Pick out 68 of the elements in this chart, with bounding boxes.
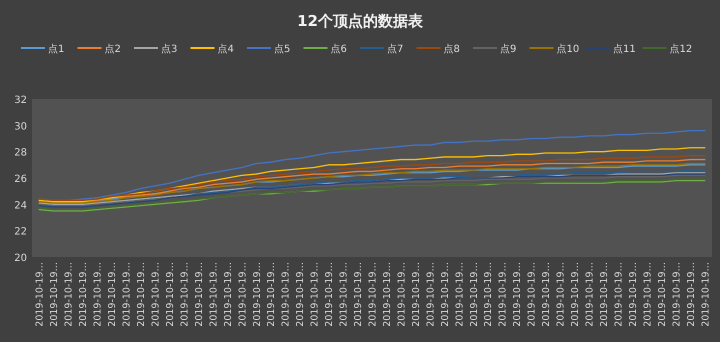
legend-label: 点9	[500, 43, 516, 55]
x-tick-label: 2019-10-19…	[280, 262, 292, 327]
x-tick-label: 2019-10-19…	[425, 262, 436, 327]
x-tick-label: 2019-10-19…	[526, 262, 538, 327]
y-tick-label: 24	[14, 200, 27, 212]
x-tick-label: 2019-10-19…	[295, 262, 306, 327]
x-tick-label: 2019-10-19…	[498, 262, 509, 327]
x-tick-label: 2019-10-19…	[410, 262, 422, 327]
legend-label: 点6	[330, 43, 347, 55]
legend-label: 点12	[670, 43, 692, 55]
x-tick-label: 2019-10-19…	[440, 262, 451, 327]
legend-label: 点2	[104, 43, 121, 55]
x-tick-label: 2019-10-19…	[179, 262, 190, 327]
x-tick-label: 2019-10-19…	[150, 262, 162, 327]
legend-label: 点4	[218, 43, 234, 55]
x-tick-label: 2019-10-19…	[78, 262, 90, 327]
x-tick-label: 2019-10-19…	[237, 262, 248, 327]
x-tick-label: 2019-10-19…	[324, 262, 336, 327]
x-tick-label: 2019-10-19…	[222, 262, 234, 327]
x-tick-label: 2019-10-19…	[92, 262, 104, 327]
x-tick-label: 2019-10-19…	[483, 262, 494, 327]
x-tick-label: 2019-10-19…	[584, 262, 596, 327]
x-tick-label: 2019-10-19…	[338, 262, 350, 327]
legend-label: 点1	[48, 43, 64, 55]
x-tick-label: 2019-10-19…	[598, 262, 610, 327]
y-tick-label: 32	[14, 95, 27, 106]
x-tick-label: 2019-10-19…	[164, 262, 176, 327]
x-tick-label: 2019-10-19…	[671, 262, 682, 327]
chart-title: 12个顶点的数据表	[297, 12, 424, 30]
legend-label: 点10	[556, 43, 580, 55]
x-tick-label: 2019-10-19…	[468, 262, 480, 327]
y-tick-label: 30	[14, 121, 27, 132]
legend-label: 点5	[274, 43, 290, 55]
y-tick-label: 26	[14, 174, 27, 185]
x-tick-label: 2019-10-19…	[700, 262, 712, 327]
x-tick-label: 2019-10-19…	[49, 262, 60, 327]
x-tick-label: 2019-10-19…	[541, 262, 552, 327]
x-tick-label: 2019-10-19…	[34, 262, 46, 327]
x-tick-label: 2019-10-19…	[310, 262, 321, 327]
x-tick-label: 2019-10-19…	[122, 262, 133, 327]
x-tick-label: 2019-10-19…	[353, 262, 364, 327]
x-tick-label: 2019-10-19…	[252, 262, 263, 327]
x-tick-label: 2019-10-19…	[136, 262, 148, 327]
x-tick-label: 2019-10-19…	[64, 262, 75, 327]
x-tick-label: 2019-10-19…	[656, 262, 668, 327]
x-tick-label: 2019-10-19…	[512, 262, 524, 327]
x-tick-label: 2019-10-19…	[642, 262, 654, 327]
y-tick-label: 28	[14, 148, 27, 159]
x-tick-label: 2019-10-19…	[194, 262, 205, 327]
line-series	[38, 147, 706, 202]
x-tick-label: 2019-10-19…	[107, 262, 118, 327]
x-tick-label: 2019-10-19…	[368, 262, 378, 327]
y-tick-label: 22	[14, 226, 27, 238]
x-tick-label: 2019-10-19…	[613, 262, 624, 327]
legend-label: 点11	[613, 43, 636, 55]
x-tick-label: 2019-10-19…	[686, 262, 697, 327]
x-tick-label: 2019-10-19…	[556, 262, 567, 327]
legend-label: 点3	[161, 43, 178, 55]
x-tick-label: 2019-10-19…	[570, 262, 582, 327]
legend-label: 点8	[444, 43, 460, 55]
x-tick-label: 2019-10-19…	[396, 262, 408, 327]
x-tick-label: 2019-10-19…	[628, 262, 639, 327]
x-tick-label: 2019-10-19…	[454, 262, 466, 327]
x-tick-label: 2019-10-19…	[208, 262, 220, 327]
y-tick-label: 20	[14, 253, 27, 264]
x-tick-label: 2019-10-19…	[266, 262, 278, 327]
legend-label: 点7	[387, 43, 404, 55]
x-tick-label: 2019-10-19…	[382, 262, 393, 327]
